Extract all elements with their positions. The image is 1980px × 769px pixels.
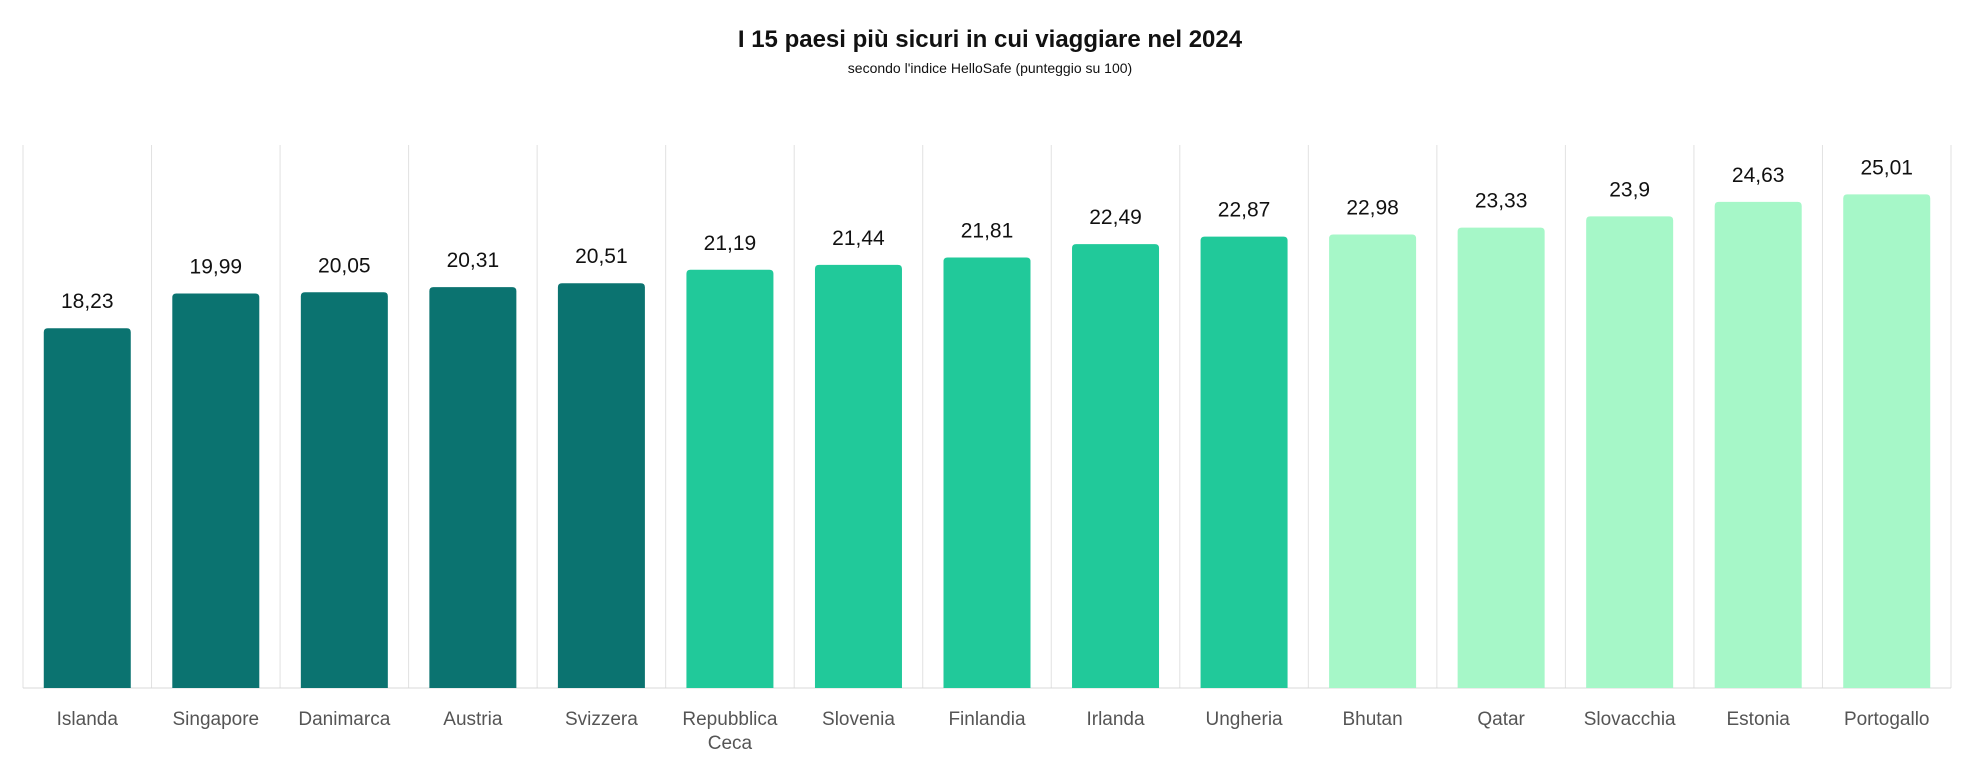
bar-value-label: 21,81 [961,220,1014,243]
bar-value-label: 20,31 [447,249,500,272]
chart-title: I 15 paesi più sicuri in cui viaggiare n… [737,26,1243,53]
category-label: Qatar [1477,709,1525,730]
bar-value-label: 20,05 [318,254,371,277]
bar-value-label: 25,01 [1860,156,1913,179]
category-label: Finlandia [948,709,1026,730]
bar-value-label: 21,19 [704,232,757,255]
category-label: Ungheria [1206,709,1284,730]
bar-value-label: 23,33 [1475,190,1528,213]
category-label: Slovacchia [1584,709,1676,730]
bar [1457,227,1545,689]
bar [300,292,388,688]
bar [686,269,774,688]
bar-value-label: 19,99 [190,255,243,278]
bar [1843,194,1931,688]
category-label: Svizzera [565,709,638,730]
bar [1200,236,1288,689]
bar-value-label: 22,87 [1218,199,1271,222]
category-labels: Islanda Singapore Danimarca Austria Svizzera… [57,709,1930,754]
category-label: Danimarca [298,709,390,730]
bar-value-label: 21,44 [832,227,885,250]
bar [1329,234,1417,688]
category-label: Islanda [57,709,119,730]
category-label: Repubblica Ceca [682,709,777,754]
bar-value-label: 23,9 [1609,178,1650,201]
bar [429,287,517,688]
bar-value-label: 22,98 [1346,196,1399,219]
bar [814,264,902,688]
category-label: Singapore [172,709,259,730]
bar-value-label: 24,63 [1732,164,1785,187]
bar [1586,216,1674,688]
value-labels: 18,23 19,99 20,05 20,31 20,51 21,19 21,44 21,81… [61,156,1913,313]
bar [1714,201,1802,688]
bar [43,328,131,688]
category-label: Estonia [1727,709,1791,730]
chart-subtitle: secondo l'indice HelloSafe (punteggio su… [847,60,1133,76]
bar [557,283,645,688]
bar [1072,244,1160,688]
bar [943,257,1031,688]
category-label: Austria [443,709,503,730]
bar-value-label: 18,23 [61,290,114,313]
category-label: Portogallo [1844,709,1930,730]
bars [43,194,1931,689]
bar-value-label: 22,49 [1089,206,1142,229]
category-label: Slovenia [822,709,895,730]
bar [172,293,260,688]
category-label: Irlanda [1086,709,1145,730]
bar-value-label: 20,51 [575,245,628,268]
category-label: Bhutan [1342,709,1402,730]
